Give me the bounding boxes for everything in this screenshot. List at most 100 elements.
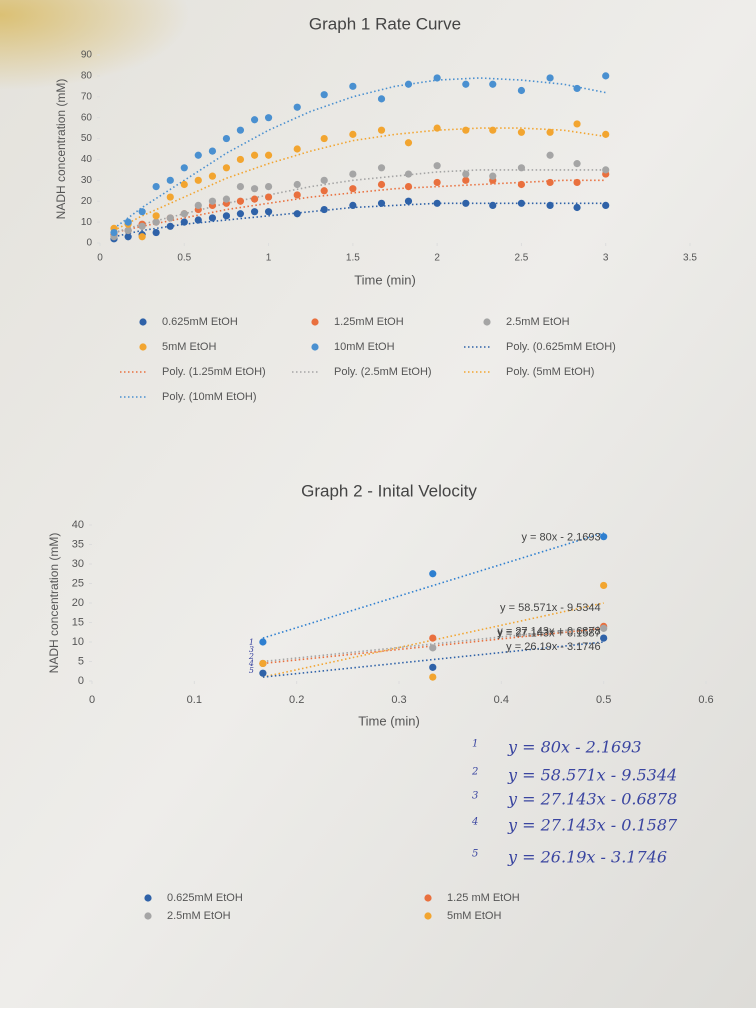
data-point (602, 166, 610, 174)
data-point (404, 80, 413, 88)
data-point (194, 176, 202, 184)
y-tick-label: 10 (72, 636, 84, 648)
data-point (602, 130, 610, 138)
data-point (250, 185, 259, 193)
data-point (517, 164, 526, 172)
data-point (377, 126, 386, 134)
data-point (546, 128, 554, 136)
data-point (166, 214, 174, 222)
legend-marker (483, 318, 491, 326)
data-point (194, 216, 202, 224)
chart-title: Graph 1 Rate Curve (309, 14, 461, 33)
data-point (349, 170, 357, 178)
data-point (180, 218, 188, 226)
data-point (602, 72, 610, 80)
data-point (166, 176, 174, 184)
y-tick-label: 50 (81, 133, 93, 144)
x-tick-label: 0.1 (187, 694, 202, 706)
data-point (208, 197, 217, 205)
data-point (320, 134, 328, 143)
data-point (462, 126, 470, 134)
data-point (404, 170, 413, 178)
data-point (433, 178, 441, 187)
data-point (208, 214, 217, 222)
data-point (194, 151, 202, 159)
data-point (433, 74, 441, 82)
data-point (166, 222, 174, 230)
x-tick-label: 0.5 (177, 253, 191, 264)
x-tick-label: 0.6 (698, 694, 713, 706)
data-point (573, 178, 581, 187)
x-tick-label: 2.5 (514, 253, 528, 264)
data-point (600, 533, 608, 541)
trendline-equation: y = 26.19x - 3.1746 (506, 641, 600, 653)
data-point (546, 178, 554, 187)
trendline (262, 532, 604, 639)
legend-label: 5mM EtOH (162, 341, 216, 353)
stain (0, 0, 756, 300)
data-point (264, 208, 273, 216)
data-point (222, 134, 231, 143)
legend-label: 5mM EtOH (447, 910, 501, 922)
trendline (113, 77, 606, 230)
data-point (433, 124, 441, 132)
data-point (573, 84, 581, 93)
note-equation: y = 27.143x - 0.1587 (507, 816, 678, 835)
data-point (110, 228, 118, 237)
data-point (573, 120, 581, 128)
y-tick-label: 40 (72, 519, 84, 531)
data-point (124, 233, 132, 241)
trendline-equation: y = 80x - 2.1693 (521, 532, 600, 544)
data-point (222, 164, 231, 172)
legend-marker (144, 894, 152, 902)
y-tick-label: 30 (81, 175, 93, 186)
data-point (349, 185, 357, 193)
y-tick-label: 20 (81, 196, 93, 207)
data-point (194, 201, 202, 209)
data-point (489, 80, 497, 88)
data-point (236, 155, 245, 164)
note-number: 3 (472, 791, 478, 802)
data-point (250, 151, 259, 159)
x-tick-label: 0.4 (494, 694, 509, 706)
note-equation: y = 80x - 2.1693 (507, 738, 642, 757)
trendline (113, 127, 606, 232)
point-note: 4 (248, 659, 254, 668)
data-point (320, 187, 328, 195)
data-point (264, 114, 273, 122)
data-point (517, 86, 526, 95)
y-tick-label: 0 (78, 675, 84, 687)
data-point (124, 218, 132, 226)
data-point (320, 205, 328, 214)
data-point (349, 201, 357, 209)
trendline (262, 625, 604, 663)
data-point (264, 183, 273, 191)
data-point (236, 183, 245, 191)
y-tick-label: 40 (81, 154, 93, 165)
data-point (429, 663, 437, 671)
data-point (404, 197, 413, 205)
data-point (152, 183, 160, 191)
legend-label: Poly. (1.25mM EtOH) (162, 366, 266, 378)
note-equation: y = 58.571x - 9.5344 (507, 766, 677, 785)
legend-marker (139, 318, 147, 326)
trendline (262, 641, 604, 678)
y-tick-label: 20 (72, 597, 84, 609)
data-point (349, 82, 357, 90)
note-equation: y = 27.143x - 0.6878 (507, 790, 677, 809)
data-point (433, 162, 441, 170)
point-note: 3 (249, 645, 254, 654)
legend-label: 0.625mM EtOH (162, 316, 238, 328)
legend-marker (424, 894, 432, 902)
y-tick-label: 15 (72, 616, 84, 628)
data-point (404, 139, 413, 147)
data-point (264, 151, 273, 159)
x-tick-label: 1.5 (346, 253, 360, 264)
legend-marker (311, 318, 319, 326)
y-axis-label: NADH concentration (mM) (54, 79, 68, 220)
y-tick-label: 80 (81, 71, 93, 82)
data-point (236, 210, 245, 218)
data-point (377, 164, 386, 172)
data-point (180, 180, 188, 189)
